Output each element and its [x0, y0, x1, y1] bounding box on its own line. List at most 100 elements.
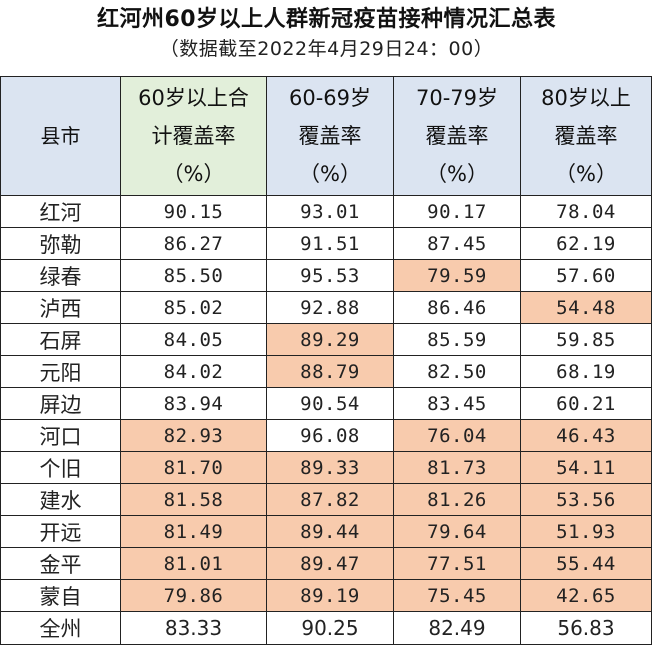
county-cell[interactable]: 红河	[0, 195, 121, 228]
county-cell[interactable]: 蒙自	[0, 579, 121, 612]
coverage-value-cell[interactable]: 79.59	[393, 259, 521, 292]
coverage-value-cell[interactable]: 55.44	[520, 547, 652, 580]
coverage-value-cell[interactable]: 68.19	[520, 355, 652, 388]
coverage-value-cell[interactable]: 85.59	[393, 323, 521, 356]
coverage-value-cell[interactable]: 60.21	[520, 387, 652, 420]
county-cell[interactable]: 弥勒	[0, 227, 121, 260]
coverage-value-cell[interactable]: 54.11	[520, 451, 652, 484]
coverage-value-cell[interactable]: 91.51	[266, 227, 394, 260]
table-row[interactable]: 泸西 85.02 92.88 86.46 54.48	[0, 291, 652, 324]
coverage-value-cell[interactable]: 85.50	[120, 259, 267, 292]
county-cell[interactable]: 建水	[0, 483, 121, 516]
total-county-cell[interactable]: 全州	[0, 611, 121, 645]
table-row[interactable]: 河口 82.93 96.08 76.04 46.43	[0, 419, 652, 452]
coverage-value-cell[interactable]: 79.64	[393, 515, 521, 548]
county-cell[interactable]: 金平	[0, 547, 121, 580]
coverage-value-cell[interactable]: 93.01	[266, 195, 394, 228]
header-70-79-coverage[interactable]: 70-79岁 覆盖率 （%）	[393, 76, 521, 196]
table-row[interactable]: 建水 81.58 87.82 81.26 53.56	[0, 483, 652, 516]
coverage-value-cell[interactable]: 82.93	[120, 419, 267, 452]
coverage-value-cell[interactable]: 89.19	[266, 579, 394, 612]
coverage-value-cell[interactable]: 90.17	[393, 195, 521, 228]
total-value-cell[interactable]: 90.25	[266, 611, 394, 645]
header-70-79-line-1: 70-79岁	[415, 86, 499, 110]
coverage-table: 县市 60岁以上合 计覆盖率 （%） 60-69岁 覆盖率 （%） 70-79岁…	[0, 76, 652, 645]
header-row: 县市 60岁以上合 计覆盖率 （%） 60-69岁 覆盖率 （%） 70-79岁…	[0, 76, 652, 196]
header-total-line-1: 60岁以上合	[138, 86, 249, 110]
coverage-value-cell[interactable]: 90.15	[120, 195, 267, 228]
coverage-value-cell[interactable]: 89.47	[266, 547, 394, 580]
coverage-value-cell[interactable]: 84.02	[120, 355, 267, 388]
total-value-cell[interactable]: 82.49	[393, 611, 521, 645]
coverage-value-cell[interactable]: 89.44	[266, 515, 394, 548]
coverage-value-cell[interactable]: 86.27	[120, 227, 267, 260]
coverage-value-cell[interactable]: 79.86	[120, 579, 267, 612]
coverage-value-cell[interactable]: 81.49	[120, 515, 267, 548]
county-cell[interactable]: 绿春	[0, 259, 121, 292]
county-cell[interactable]: 屏边	[0, 387, 121, 420]
header-70-79-line-3: （%）	[426, 162, 488, 186]
total-row[interactable]: 全州 83.33 90.25 82.49 56.83	[0, 611, 652, 645]
county-cell[interactable]: 河口	[0, 419, 121, 452]
coverage-value-cell[interactable]: 57.60	[520, 259, 652, 292]
coverage-value-cell[interactable]: 83.94	[120, 387, 267, 420]
coverage-value-cell[interactable]: 95.53	[266, 259, 394, 292]
coverage-value-cell[interactable]: 42.65	[520, 579, 652, 612]
table-title: 红河州60岁以上人群新冠疫苗接种情况汇总表	[96, 7, 557, 32]
coverage-value-cell[interactable]: 76.04	[393, 419, 521, 452]
table-row[interactable]: 屏边 83.94 90.54 83.45 60.21	[0, 387, 652, 420]
coverage-value-cell[interactable]: 62.19	[520, 227, 652, 260]
coverage-value-cell[interactable]: 81.73	[393, 451, 521, 484]
coverage-value-cell[interactable]: 87.82	[266, 483, 394, 516]
coverage-value-cell[interactable]: 89.29	[266, 323, 394, 356]
header-80-plus-coverage[interactable]: 80岁以上 覆盖率 （%）	[520, 76, 652, 196]
total-value-cell[interactable]: 83.33	[120, 611, 267, 645]
coverage-value-cell[interactable]: 86.46	[393, 291, 521, 324]
coverage-value-cell[interactable]: 92.88	[266, 291, 394, 324]
header-80-plus-line-1: 80岁以上	[541, 86, 631, 110]
coverage-value-cell[interactable]: 85.02	[120, 291, 267, 324]
table-row[interactable]: 红河 90.15 93.01 90.17 78.04	[0, 195, 652, 228]
coverage-value-cell[interactable]: 90.54	[266, 387, 394, 420]
coverage-value-cell[interactable]: 75.45	[393, 579, 521, 612]
coverage-value-cell[interactable]: 51.93	[520, 515, 652, 548]
header-60-69-line-3: （%）	[299, 162, 361, 186]
coverage-value-cell[interactable]: 81.70	[120, 451, 267, 484]
coverage-value-cell[interactable]: 87.45	[393, 227, 521, 260]
coverage-value-cell[interactable]: 81.01	[120, 547, 267, 580]
coverage-value-cell[interactable]: 54.48	[520, 291, 652, 324]
header-60-69-line-2: 覆盖率	[298, 124, 362, 148]
coverage-value-cell[interactable]: 88.79	[266, 355, 394, 388]
table-row[interactable]: 蒙自 79.86 89.19 75.45 42.65	[0, 579, 652, 612]
coverage-value-cell[interactable]: 81.26	[393, 483, 521, 516]
header-80-plus-line-3: （%）	[555, 162, 617, 186]
coverage-value-cell[interactable]: 83.45	[393, 387, 521, 420]
coverage-value-cell[interactable]: 81.58	[120, 483, 267, 516]
county-cell[interactable]: 开远	[0, 515, 121, 548]
coverage-value-cell[interactable]: 96.08	[266, 419, 394, 452]
table-row[interactable]: 元阳 84.02 88.79 82.50 68.19	[0, 355, 652, 388]
coverage-value-cell[interactable]: 77.51	[393, 547, 521, 580]
coverage-value-cell[interactable]: 53.56	[520, 483, 652, 516]
table-row[interactable]: 金平 81.01 89.47 77.51 55.44	[0, 547, 652, 580]
table-row[interactable]: 个旧 81.70 89.33 81.73 54.11	[0, 451, 652, 484]
county-cell[interactable]: 泸西	[0, 291, 121, 324]
coverage-value-cell[interactable]: 78.04	[520, 195, 652, 228]
header-total-line-2: 计覆盖率	[151, 124, 236, 148]
coverage-value-cell[interactable]: 59.85	[520, 323, 652, 356]
county-cell[interactable]: 个旧	[0, 451, 121, 484]
coverage-value-cell[interactable]: 82.50	[393, 355, 521, 388]
table-row[interactable]: 开远 81.49 89.44 79.64 51.93	[0, 515, 652, 548]
table-row[interactable]: 石屏 84.05 89.29 85.59 59.85	[0, 323, 652, 356]
header-60-69-coverage[interactable]: 60-69岁 覆盖率 （%）	[266, 76, 394, 196]
table-row[interactable]: 绿春 85.50 95.53 79.59 57.60	[0, 259, 652, 292]
county-cell[interactable]: 石屏	[0, 323, 121, 356]
table-row[interactable]: 弥勒 86.27 91.51 87.45 62.19	[0, 227, 652, 260]
coverage-value-cell[interactable]: 89.33	[266, 451, 394, 484]
header-total-coverage[interactable]: 60岁以上合 计覆盖率 （%）	[120, 76, 267, 196]
county-cell[interactable]: 元阳	[0, 355, 121, 388]
coverage-value-cell[interactable]: 84.05	[120, 323, 267, 356]
total-value-cell[interactable]: 56.83	[520, 611, 652, 645]
header-county[interactable]: 县市	[0, 76, 121, 196]
coverage-value-cell[interactable]: 46.43	[520, 419, 652, 452]
